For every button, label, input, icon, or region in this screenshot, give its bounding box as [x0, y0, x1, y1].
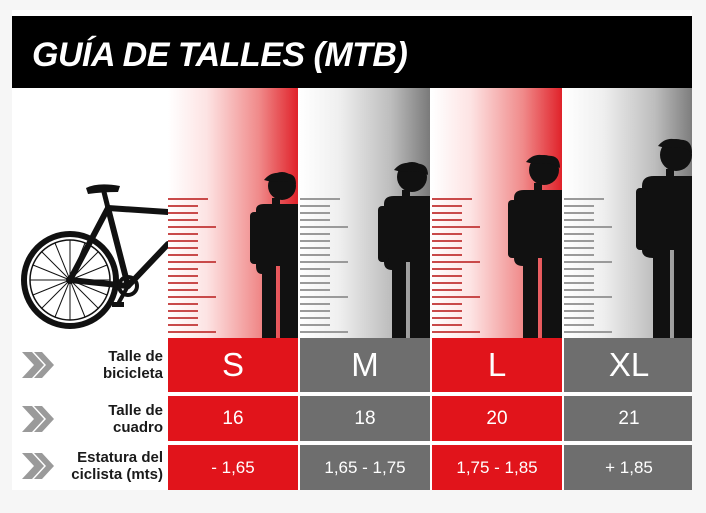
cyclist-silhouette-icon	[378, 162, 430, 346]
cell-height-s: - 1,65	[168, 445, 298, 490]
double-chevron-right-icon	[22, 406, 54, 432]
cell-bike-size-xl: XL	[564, 338, 692, 392]
height-scale	[432, 198, 512, 346]
cell-height-l: 1,75 - 1,85	[432, 445, 562, 490]
cell-frame-size-xl: 21	[564, 396, 692, 441]
bicycle-icon	[21, 184, 168, 329]
size-column-s	[168, 88, 298, 346]
height-scale	[564, 198, 644, 346]
height-scale	[168, 198, 248, 346]
row-label-rider-height: Estatura del ciclista (mts)	[71, 449, 163, 483]
size-column-m	[300, 88, 430, 346]
row-label-bike-size: Talle de bicicleta	[102, 348, 163, 382]
cyclist-silhouette-icon	[636, 138, 692, 346]
size-guide-card: GUÍA DE TALLES (MTB)	[12, 10, 692, 490]
size-column-xl	[564, 88, 692, 346]
double-chevron-right-icon	[22, 352, 54, 378]
cell-frame-size-s: 16	[168, 396, 298, 441]
cyclist-silhouette-icon	[250, 172, 298, 346]
double-chevron-right-icon	[22, 453, 54, 479]
cell-frame-size-m: 18	[300, 396, 430, 441]
height-scale	[300, 198, 380, 346]
header-bar: GUÍA DE TALLES (MTB)	[12, 16, 692, 88]
size-column-l	[432, 88, 562, 346]
cell-height-xl: + 1,85	[564, 445, 692, 490]
cell-bike-size-l: L	[432, 338, 562, 392]
cell-bike-size-m: M	[300, 338, 430, 392]
cell-height-m: 1,65 - 1,75	[300, 445, 430, 490]
cell-bike-size-s: S	[168, 338, 298, 392]
row-label-frame-size: Talle de cuadro	[108, 402, 163, 436]
cell-frame-size-l: 20	[432, 396, 562, 441]
page-title: GUÍA DE TALLES (MTB)	[32, 36, 408, 74]
cyclist-silhouette-icon	[508, 154, 562, 346]
